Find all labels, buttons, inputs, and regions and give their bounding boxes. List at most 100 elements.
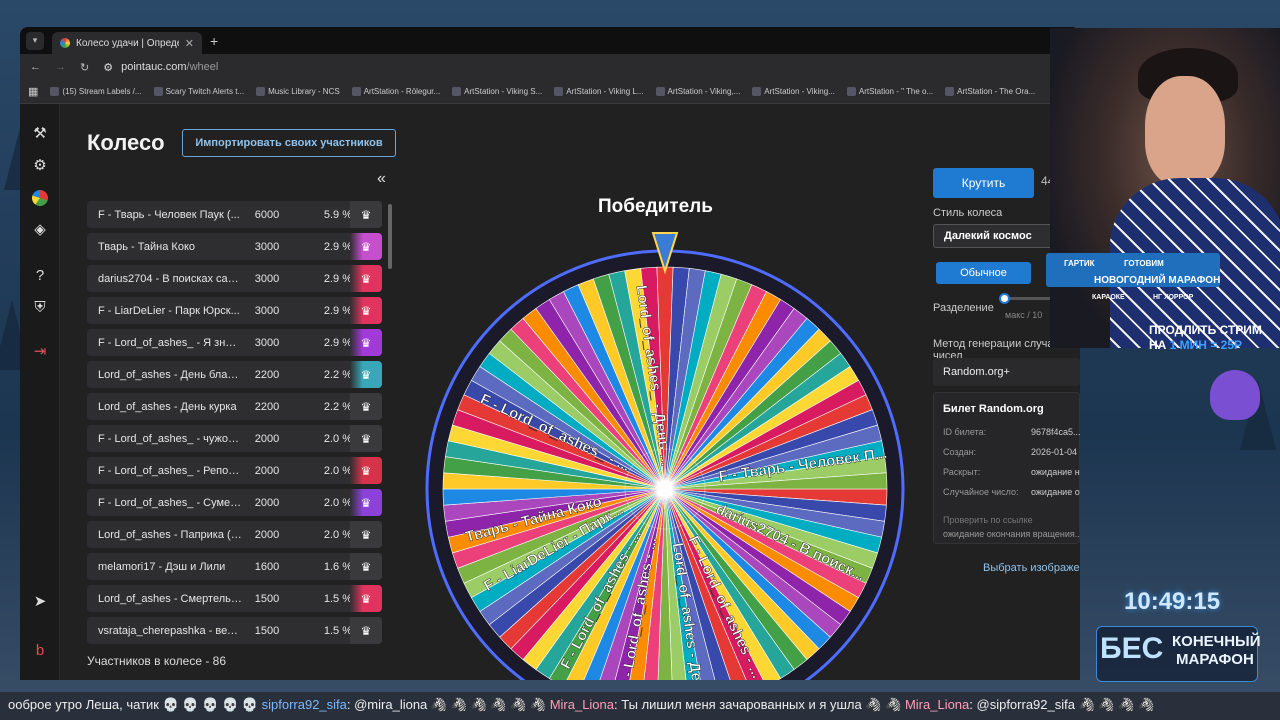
list-scrollbar[interactable]: [388, 204, 392, 269]
delete-participant-button[interactable]: ♛: [350, 457, 382, 484]
participant-name: F - Lord_of_ashes_ - Сумер...: [98, 496, 242, 509]
shield-icon[interactable]: ⛨: [34, 299, 46, 316]
telegram-icon[interactable]: ➤: [33, 593, 47, 610]
split-slider[interactable]: [999, 293, 1080, 304]
import-participants-button[interactable]: Импортировать своих участников: [182, 129, 396, 157]
wheel-hub: [624, 448, 706, 530]
delete-participant-button[interactable]: ♛: [350, 553, 382, 580]
delete-participant-button[interactable]: ♛: [350, 393, 382, 420]
participant-percent: 1.5 %: [323, 624, 352, 637]
bookmark-item[interactable]: ArtStation - The Ora...: [945, 87, 1035, 96]
participant-row[interactable]: melamori17 - Дэш и Лили 1600 1.6 % ♛: [87, 553, 382, 580]
bookmark-item[interactable]: ArtStation - Viking...: [752, 87, 835, 96]
boosty-icon[interactable]: b: [35, 642, 45, 659]
bookmark-item[interactable]: ArtStation - Viking S...: [452, 87, 542, 96]
close-icon[interactable]: ✕: [184, 37, 194, 50]
collapse-icon[interactable]: «: [377, 170, 386, 187]
chat-message: : Ты лишил меня зачарованных и я ушла 🦓 …: [614, 697, 905, 712]
participant-name: vsrataja_cherepashka - вече...: [98, 624, 242, 637]
participant-amount: 3000: [254, 272, 280, 285]
participant-row[interactable]: vsrataja_cherepashka - вече... 1500 1.5 % ♛: [87, 617, 382, 644]
delete-participant-button[interactable]: ♛: [350, 297, 382, 324]
winner-title: Победитель: [598, 196, 713, 217]
bookmark-item[interactable]: ArtStation - " The o...: [846, 87, 933, 96]
delete-participant-button[interactable]: ♛: [350, 617, 382, 644]
participant-percent: 2.9 %: [323, 304, 352, 317]
tab-search-icon[interactable]: ▾: [26, 31, 44, 50]
bookmark-label: ArtStation - Viking L...: [566, 87, 644, 96]
participant-percent: 2.0 %: [323, 432, 352, 445]
browser-tab[interactable]: Колесо удачи | Определите п ✕: [52, 32, 202, 54]
rng-method-select[interactable]: Random.org+: [933, 358, 1080, 386]
address-bar: ← → ↻ ⚙ pointauc.com/wheel: [20, 54, 1080, 80]
url-field[interactable]: ⚙ pointauc.com/wheel: [103, 61, 218, 74]
participant-row[interactable]: Lord_of_ashes - День курка 2200 2.2 % ♛: [87, 393, 382, 420]
participant-row[interactable]: F - Lord_of_ashes_ - Репорт... 2000 2.0 % ♛: [87, 457, 382, 484]
layers-icon[interactable]: ◈: [34, 221, 46, 238]
delete-participant-button[interactable]: ♛: [350, 329, 382, 356]
bookmark-item[interactable]: (15) Stream Labels /...: [50, 87, 142, 96]
new-tab-icon[interactable]: +: [210, 32, 219, 49]
random-org-ticket: Билет Random.org ID билета: 9678f4ca5...…: [933, 392, 1080, 544]
bookmark-item[interactable]: Scary Twitch Alerts t...: [153, 87, 244, 96]
participant-row[interactable]: Lord_of_ashes - День благо... 2200 2.2 % ♛: [87, 361, 382, 388]
gear-icon[interactable]: ⚙: [33, 157, 47, 174]
participant-row[interactable]: F - LiarDeLier - Парк Юрск... 3000 2.9 % ♛: [87, 297, 382, 324]
delete-participant-button[interactable]: ♛: [350, 489, 382, 516]
auction-hammer-icon[interactable]: ⚒: [33, 125, 47, 142]
help-icon[interactable]: ?: [35, 267, 45, 284]
participants-panel: Колесо Импортировать своих участников « …: [87, 104, 397, 680]
slider-knob[interactable]: [999, 293, 1010, 304]
participant-percent: 2.0 %: [323, 528, 352, 541]
logout-icon[interactable]: ⇥: [33, 343, 47, 360]
delete-participant-button[interactable]: ♛: [350, 361, 382, 388]
bookmark-item[interactable]: ArtStation - Viking L...: [554, 87, 644, 96]
delete-participant-button[interactable]: ♛: [350, 201, 382, 228]
ticket-title: Билет Random.org: [943, 403, 1044, 415]
delete-participant-button[interactable]: ♛: [350, 585, 382, 612]
participant-row[interactable]: Lord_of_ashes - Паприка (2... 2000 2.0 % ♛: [87, 521, 382, 548]
fortune-wheel[interactable]: F - Тварь - Человек П...darius2704 - В п…: [420, 164, 920, 680]
participants-count: Участников в колесе - 86: [87, 654, 227, 668]
wheel-nav-icon[interactable]: [32, 190, 48, 206]
random-label: Случайное число:: [943, 487, 1019, 497]
chat-message: : @sipforra92_sifa 🦓 🦓 🦓 🦓: [969, 697, 1155, 712]
forward-icon[interactable]: →: [55, 61, 66, 73]
chat-username: sipforra92_sifa: [261, 697, 347, 712]
participant-row[interactable]: F - Lord_of_ashes_ - Я знаю... 3000 2.9 % ♛: [87, 329, 382, 356]
delete-participant-button[interactable]: ♛: [350, 425, 382, 452]
site-settings-icon[interactable]: ⚙: [103, 61, 114, 74]
wheel-segment: [664, 488, 716, 680]
participant-row[interactable]: F - Lord_of_ashes_ - Сумер... 2000 2.0 % ♛: [87, 489, 382, 516]
participant-row[interactable]: Lord_of_ashes - Смертельн... 1500 1.5 % ♛: [87, 585, 382, 612]
bookmark-icon: [351, 87, 361, 96]
participant-percent: 2.2 %: [323, 400, 352, 413]
participant-percent: 5.9 %: [323, 208, 352, 221]
bookmark-label: (15) Stream Labels /...: [62, 87, 142, 96]
verify-label: Проверить по ссылке: [943, 515, 1033, 525]
bookmark-icon: [752, 87, 762, 96]
style-label: Стиль колеса: [933, 207, 1003, 219]
bookmark-item[interactable]: Music Library - NCS: [256, 87, 340, 96]
back-icon[interactable]: ←: [30, 61, 41, 73]
participant-row[interactable]: darius2704 - В поисках сан... 3000 2.9 % ♛: [87, 265, 382, 292]
spin-button[interactable]: Крутить: [933, 168, 1034, 198]
participant-row[interactable]: F - Lord_of_ashes_ - чужой:... 2000 2.0 % ♛: [87, 425, 382, 452]
random-value: ожидание окончания вращения...: [1031, 487, 1080, 497]
verify-value[interactable]: ожидание окончания вращения...: [943, 529, 1080, 539]
bookmark-item[interactable]: ArtStation - Viking,...: [655, 87, 740, 96]
participant-row[interactable]: Тварь - Тайна Коко 3000 2.9 % ♛: [87, 233, 382, 260]
bookmark-item[interactable]: ArtStation - Rölegur...: [351, 87, 440, 96]
bookmark-label: ArtStation - Viking S...: [464, 87, 543, 96]
browser-window: ▾ Колесо удачи | Определите п ✕ + ← → ↻ …: [20, 27, 1080, 680]
participant-row[interactable]: F - Тварь - Человек Паук (... 6000 5.9 % ♛: [87, 201, 382, 228]
delete-participant-button[interactable]: ♛: [350, 233, 382, 260]
delete-participant-button[interactable]: ♛: [350, 521, 382, 548]
tab-bar: ▾ Колесо удачи | Определите п ✕ +: [20, 27, 1080, 54]
apps-grid-icon[interactable]: ▦: [28, 86, 39, 98]
choose-image-link[interactable]: Выбрать изображение в колесе: [983, 562, 1080, 574]
delete-participant-button[interactable]: ♛: [350, 265, 382, 292]
reload-icon[interactable]: ↻: [80, 61, 90, 74]
mode-normal-button[interactable]: Обычное: [936, 262, 1031, 284]
